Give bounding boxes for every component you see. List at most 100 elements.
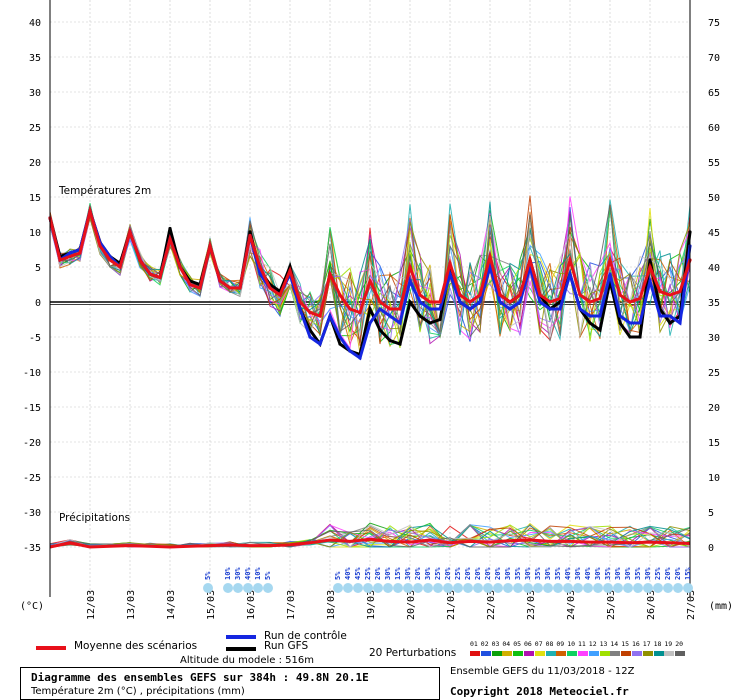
perturbation-swatch — [599, 651, 610, 656]
perturbation-swatch — [480, 651, 491, 656]
series-point — [308, 310, 312, 315]
perturbation-id: 19 — [664, 640, 673, 648]
perturbation-swatch — [513, 651, 524, 656]
series-point — [248, 233, 252, 238]
left-tick-label: 10 — [29, 228, 41, 239]
perturbation-swatch — [621, 651, 632, 656]
date-tick-label: 17/03 — [286, 590, 297, 620]
right-tick-label: 25 — [708, 368, 720, 379]
precip-mean-line — [49, 537, 691, 549]
snow-percent-label: 20% — [494, 567, 502, 580]
snowflake-icon — [673, 583, 683, 593]
snowflake-icon — [233, 583, 243, 593]
series-point — [368, 321, 372, 325]
series-point — [398, 307, 402, 311]
date-tick-label: 25/03 — [606, 590, 617, 620]
series-point — [668, 321, 672, 325]
snow-percent-label: 30% — [594, 567, 602, 580]
series-point — [358, 356, 362, 360]
left-tick-label: 30 — [29, 88, 41, 99]
series-point — [348, 349, 352, 353]
snowflake-icon — [403, 583, 413, 593]
series-point — [568, 258, 572, 262]
series-point — [548, 307, 552, 311]
series-point — [448, 261, 452, 266]
snowflake-icon — [443, 583, 453, 593]
snowflake-icon — [463, 583, 473, 593]
copyright-text: Copyright 2018 Meteociel.fr — [450, 685, 629, 698]
snow-percent-label: 20% — [664, 567, 672, 580]
series-point — [468, 300, 472, 304]
snowflake-icon — [343, 583, 353, 593]
snowflake-icon — [623, 583, 633, 593]
series-point — [78, 251, 82, 255]
right-tick-label: 70 — [708, 53, 720, 64]
series-point — [388, 314, 392, 318]
date-tick-label: 13/03 — [126, 590, 137, 620]
snowflake-icon — [563, 583, 573, 593]
snow-percent-label: 35% — [534, 567, 542, 580]
snow-percent-label: 35% — [514, 567, 522, 580]
date-tick-label: 26/03 — [646, 590, 657, 620]
snow-percent-label: 45% — [354, 567, 362, 580]
series-point — [378, 300, 382, 304]
perturbation-id: 14 — [610, 640, 619, 648]
series-point — [438, 300, 442, 304]
series-point — [638, 296, 642, 301]
snowflake-icon — [683, 583, 693, 593]
right-tick-label: 60 — [708, 123, 720, 134]
snow-percent-label: 5% — [334, 571, 342, 580]
series-point — [328, 272, 332, 276]
right-tick-label: 10 — [708, 473, 720, 484]
snow-percent-label: 35% — [554, 567, 562, 580]
series-point — [498, 300, 502, 304]
series-point — [558, 307, 562, 311]
series-point — [178, 265, 182, 269]
series-point — [588, 300, 592, 304]
series-point — [518, 300, 522, 304]
series-point — [508, 300, 512, 304]
snowflake-icon — [533, 583, 543, 593]
snowflake-icon — [223, 583, 233, 593]
perturbation-swatch — [642, 651, 653, 656]
perturbation-swatch — [502, 651, 513, 656]
snowflake-icon — [573, 583, 583, 593]
series-point — [468, 307, 472, 311]
series-point — [498, 293, 502, 297]
series-point — [518, 293, 522, 297]
date-tick-label: 12/03 — [86, 590, 97, 620]
series-point — [418, 293, 422, 297]
series-point — [458, 300, 462, 304]
series-point — [368, 279, 372, 283]
series-point — [618, 293, 622, 297]
legend-control-label: Run de contrôle — [264, 630, 347, 642]
series-point — [568, 272, 572, 276]
series-point — [628, 300, 632, 304]
series-point — [458, 293, 462, 297]
main-lines — [48, 205, 692, 549]
legend-perturbations-label: 20 Perturbations — [369, 647, 457, 659]
left-tick-label: -25 — [23, 473, 41, 484]
series-point — [678, 321, 682, 325]
snow-percent-label: 35% — [604, 567, 612, 580]
series-point — [338, 293, 342, 297]
perturbation-line-15 — [49, 195, 691, 346]
series-point — [548, 300, 552, 304]
perturbation-id: 16 — [632, 640, 640, 648]
snow-percent-label: 20% — [674, 567, 682, 580]
series-point — [298, 300, 302, 304]
snow-probability-row: 5% 10% 30% 40% 10% 5% 5% 40% 45% 25% 20% 30% 15% 30% 2… — [203, 567, 693, 593]
series-point — [398, 342, 402, 346]
snow-percent-label: 40% — [244, 567, 252, 580]
perturbation-swatch — [610, 651, 621, 656]
snow-percent-label: 40% — [584, 567, 592, 580]
series-point — [648, 258, 652, 262]
snowflake-icon — [393, 583, 403, 593]
date-tick-label: 27/03 — [686, 590, 697, 620]
snowflake-icon — [243, 583, 253, 593]
snow-percent-label: 25% — [654, 567, 662, 580]
snowflake-icon — [653, 583, 663, 593]
perturbation-lines — [49, 195, 691, 548]
perturbation-id: 18 — [653, 640, 662, 648]
